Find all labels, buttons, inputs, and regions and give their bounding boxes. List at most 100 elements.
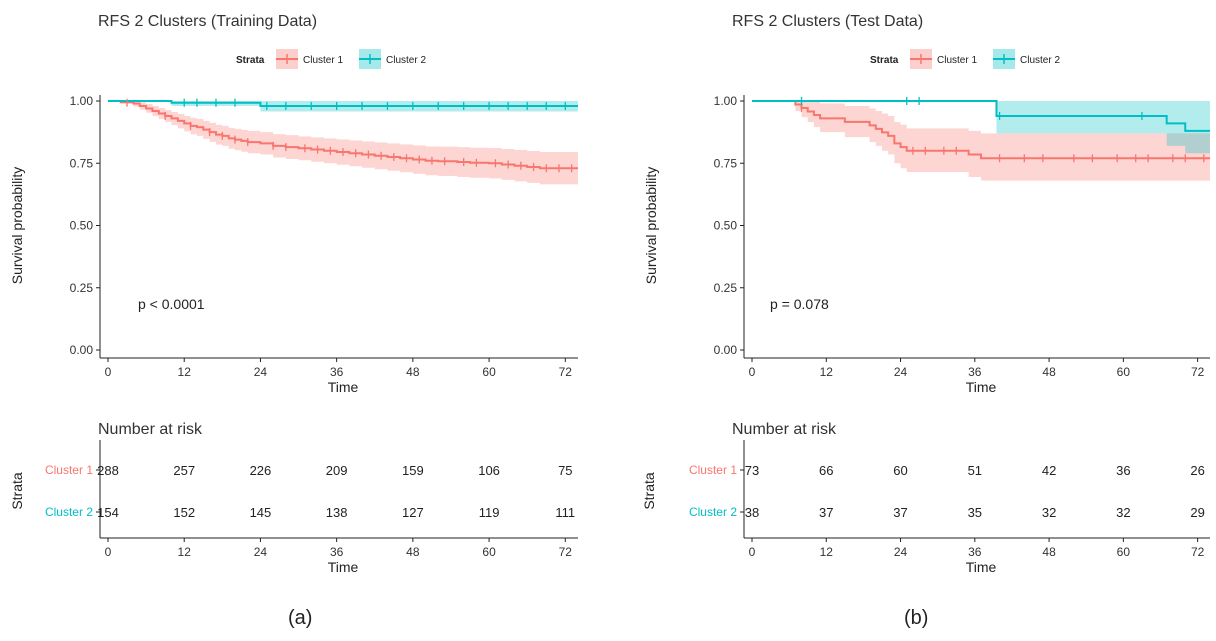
legend-item-2: Cluster 2 bbox=[359, 49, 426, 69]
y-tick-label: 0.25 bbox=[70, 281, 94, 295]
risk-x-tick-label: 24 bbox=[894, 545, 908, 559]
risk-value: 127 bbox=[402, 505, 424, 520]
risk-row-label-cluster-2: Cluster 2 bbox=[689, 505, 737, 519]
risk-value: 36 bbox=[1116, 463, 1130, 478]
survival-curve-cluster-1 bbox=[108, 100, 578, 170]
legend-title: Strata bbox=[236, 55, 265, 66]
chart-title: RFS 2 Clusters (Test Data) bbox=[732, 13, 923, 30]
legend-label: Cluster 1 bbox=[303, 55, 343, 66]
censor-marks-cluster-1 bbox=[126, 98, 573, 173]
legend-item-1: Cluster 1 bbox=[910, 49, 977, 69]
legend-title: Strata bbox=[870, 55, 899, 66]
censor-marks-cluster-1 bbox=[800, 103, 1205, 163]
risk-value: 257 bbox=[173, 463, 195, 478]
risk-value: 66 bbox=[819, 463, 833, 478]
risk-x-tick-label: 36 bbox=[968, 545, 982, 559]
risk-value: 209 bbox=[326, 463, 348, 478]
y-tick-label: 0.50 bbox=[70, 219, 94, 233]
risk-x-tick-label: 60 bbox=[482, 545, 496, 559]
km-chart-test: RFS 2 Clusters (Test Data) Strata Cluster … bbox=[641, 13, 1210, 575]
risk-row-label-cluster-1: Cluster 1 bbox=[45, 463, 93, 477]
legend: Strata Cluster 1 Cluster 2 bbox=[236, 49, 426, 69]
y-axis-label: Survival probability bbox=[643, 167, 659, 285]
risk-value: 60 bbox=[893, 463, 907, 478]
risk-x-tick-label: 12 bbox=[178, 545, 192, 559]
x-tick-label: 12 bbox=[178, 365, 192, 379]
risk-value: 29 bbox=[1190, 505, 1204, 520]
x-axis-label: Time bbox=[328, 379, 359, 395]
km-panel-training: RFS 2 Clusters (Training Data) Strata Clus… bbox=[9, 13, 578, 575]
risk-value: 73 bbox=[745, 463, 759, 478]
legend: Strata Cluster 1 Cluster 2 bbox=[870, 49, 1060, 69]
chart-title: RFS 2 Clusters (Training Data) bbox=[98, 13, 317, 30]
risk-table-strata-label: Strata bbox=[641, 472, 657, 510]
km-chart-training: RFS 2 Clusters (Training Data) Strata Clus… bbox=[9, 13, 578, 575]
ci-band-cluster-2 bbox=[752, 101, 1210, 154]
x-tick-label: 36 bbox=[330, 365, 344, 379]
risk-x-tick-label: 24 bbox=[254, 545, 268, 559]
x-tick-label: 36 bbox=[968, 365, 982, 379]
risk-value: 35 bbox=[968, 505, 982, 520]
survival-curve-cluster-2 bbox=[752, 100, 1210, 132]
risk-value: 138 bbox=[326, 505, 348, 520]
caption-b: (b) bbox=[904, 607, 929, 629]
risk-value: 42 bbox=[1042, 463, 1056, 478]
risk-value: 154 bbox=[97, 505, 119, 520]
censor-marks-cluster-2 bbox=[800, 97, 1143, 120]
risk-value: 26 bbox=[1190, 463, 1204, 478]
risk-x-tick-label: 48 bbox=[1042, 545, 1056, 559]
y-tick-label: 0.00 bbox=[70, 343, 94, 357]
risk-x-tick-label: 0 bbox=[105, 545, 112, 559]
legend-label: Cluster 1 bbox=[937, 55, 977, 66]
risk-value: 226 bbox=[250, 463, 272, 478]
risk-row-label-cluster-1: Cluster 1 bbox=[689, 463, 737, 477]
y-tick-label: 0.50 bbox=[714, 219, 738, 233]
x-tick-label: 24 bbox=[894, 365, 908, 379]
risk-value: 111 bbox=[555, 505, 575, 520]
caption-a: (a) bbox=[288, 607, 313, 629]
risk-value: 106 bbox=[478, 463, 500, 478]
risk-value: 288 bbox=[97, 463, 119, 478]
risk-x-tick-label: 60 bbox=[1117, 545, 1131, 559]
x-tick-label: 60 bbox=[1117, 365, 1131, 379]
y-tick-label: 0.75 bbox=[714, 156, 738, 170]
y-axis-label: Survival probability bbox=[9, 167, 25, 285]
risk-x-tick-label: 72 bbox=[559, 545, 573, 559]
risk-value: 38 bbox=[745, 505, 759, 520]
risk-table-x-label: Time bbox=[966, 559, 997, 575]
x-axis-label: Time bbox=[966, 379, 997, 395]
risk-value: 37 bbox=[819, 505, 833, 520]
y-tick-label: 1.00 bbox=[714, 94, 738, 108]
x-tick-label: 48 bbox=[406, 365, 420, 379]
risk-value: 32 bbox=[1042, 505, 1056, 520]
x-tick-label: 12 bbox=[820, 365, 834, 379]
legend-label: Cluster 2 bbox=[1020, 55, 1060, 66]
x-tick-label: 24 bbox=[254, 365, 268, 379]
risk-x-tick-label: 12 bbox=[820, 545, 834, 559]
y-tick-label: 1.00 bbox=[70, 94, 94, 108]
y-tick-label: 0.00 bbox=[714, 343, 738, 357]
x-tick-label: 60 bbox=[482, 365, 496, 379]
risk-value: 152 bbox=[173, 505, 195, 520]
x-tick-label: 72 bbox=[559, 365, 573, 379]
y-tick-label: 0.25 bbox=[714, 281, 738, 295]
risk-value: 145 bbox=[250, 505, 272, 520]
x-tick-label: 72 bbox=[1191, 365, 1205, 379]
risk-row-label-cluster-2: Cluster 2 bbox=[45, 505, 93, 519]
survival-curve-cluster-1 bbox=[752, 100, 1210, 160]
legend-item-1: Cluster 1 bbox=[276, 49, 343, 69]
risk-table-title: Number at risk bbox=[732, 421, 837, 438]
censor-marks-cluster-2 bbox=[183, 98, 566, 110]
risk-value: 119 bbox=[479, 505, 500, 520]
km-panel-test: RFS 2 Clusters (Test Data) Strata Cluster … bbox=[632, 0, 1216, 641]
legend-label: Cluster 2 bbox=[386, 55, 426, 66]
ci-band-cluster-1 bbox=[108, 101, 578, 185]
risk-table-x-label: Time bbox=[328, 559, 359, 575]
risk-x-tick-label: 72 bbox=[1191, 545, 1205, 559]
risk-value: 37 bbox=[893, 505, 907, 520]
x-tick-label: 48 bbox=[1042, 365, 1056, 379]
risk-value: 51 bbox=[968, 463, 982, 478]
x-tick-label: 0 bbox=[105, 365, 112, 379]
p-value-label: p < 0.0001 bbox=[138, 296, 205, 312]
legend-item-2: Cluster 2 bbox=[993, 49, 1060, 69]
